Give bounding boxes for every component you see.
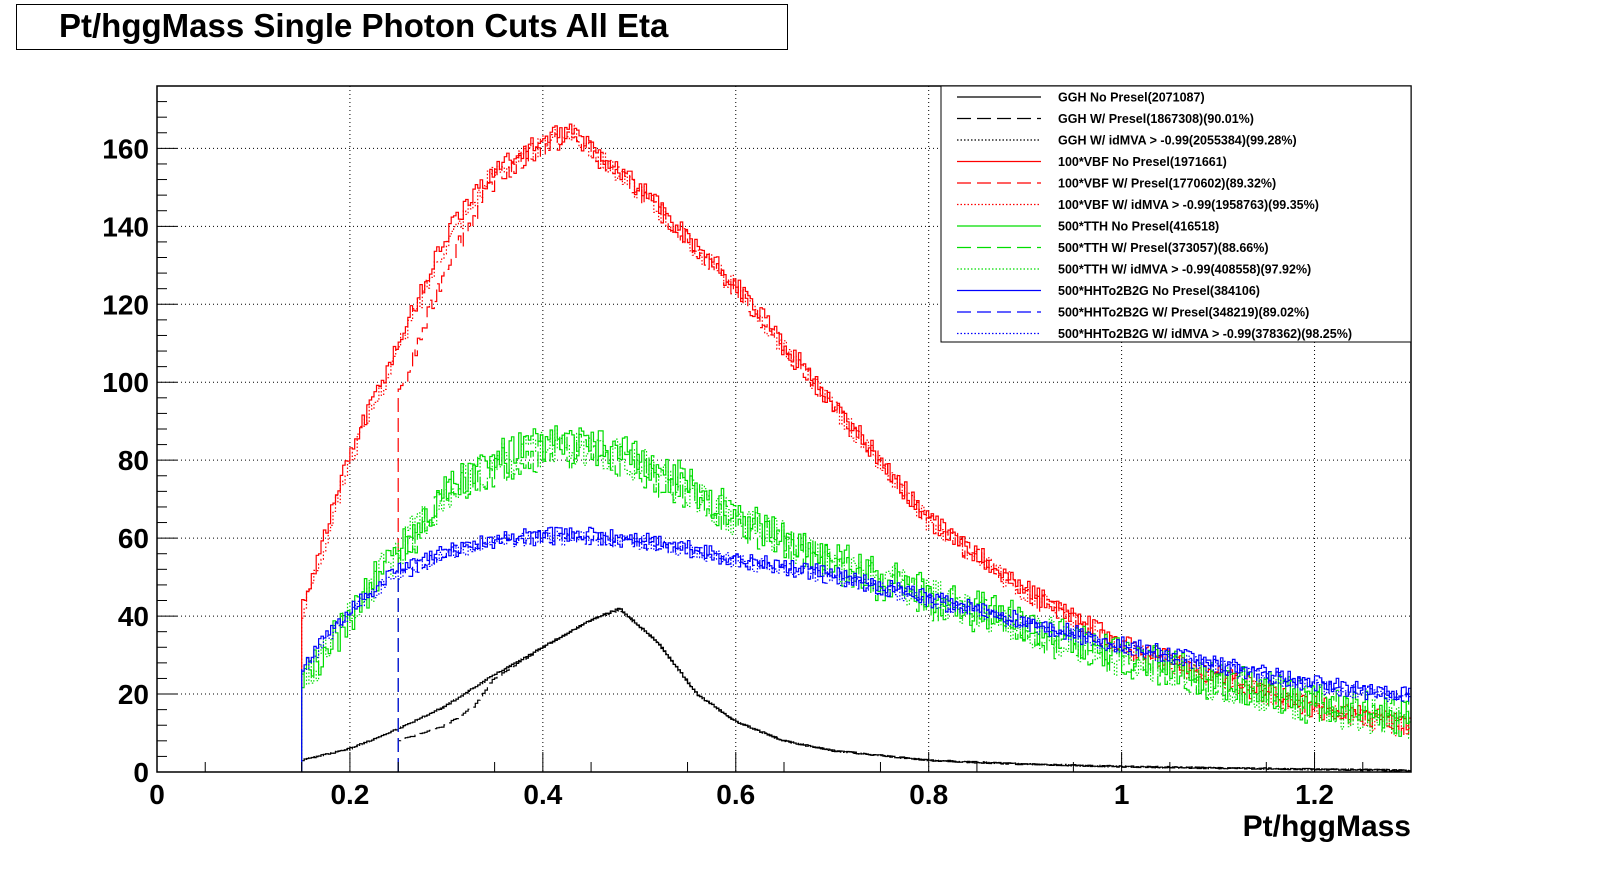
y-tick-label: 80 (118, 445, 149, 476)
legend-entry: 500*TTH No Presel(416518) (1058, 220, 1219, 234)
legend-entry: 100*VBF W/ Presel(1770602)(89.32%) (1058, 177, 1276, 191)
axis-tick-labels: 0 0.2 0.4 0.6 0.8 1 1.2 0 20 40 60 80 100 120 140 160 (102, 133, 1334, 810)
series-line (301, 608, 1411, 772)
chart-title: Pt/hggMass Single Photon Cuts All Eta (59, 7, 669, 44)
legend-entry: 100*VBF No Presel(1971661) (1058, 155, 1227, 169)
x-tick-label: 0 (149, 779, 165, 810)
y-tick-label: 160 (102, 133, 149, 164)
y-tick-label: 40 (118, 601, 149, 632)
y-tick-label: 0 (133, 757, 149, 788)
legend-entry: GGH W/ Presel(1867308)(90.01%) (1058, 112, 1254, 126)
chart-title-box: Pt/hggMass Single Photon Cuts All Eta (16, 4, 788, 50)
legend-entry: GGH No Presel(2071087) (1058, 91, 1205, 105)
legend-entry: 500*TTH W/ idMVA > -0.99(408558)(97.92%) (1058, 263, 1311, 277)
x-tick-label: 0.6 (716, 779, 755, 810)
legend-entry: GGH W/ idMVA > -0.99(2055384)(99.28%) (1058, 134, 1297, 148)
x-tick-label: 0.4 (523, 779, 562, 810)
legend-entry: 100*VBF W/ idMVA > -0.99(1958763)(99.35%… (1058, 198, 1319, 212)
legend-box (940, 85, 1412, 343)
series-line (397, 531, 1411, 772)
x-tick-label: 1 (1114, 779, 1130, 810)
x-tick-label: 1.2 (1295, 779, 1334, 810)
series-line (301, 530, 1411, 772)
x-tick-label: 0.2 (330, 779, 369, 810)
series-layer (301, 123, 1411, 772)
x-axis-title: Pt/hggMass (1243, 810, 1411, 843)
series-line (301, 429, 1411, 772)
y-tick-label: 20 (118, 679, 149, 710)
legend-entry: 500*HHTo2B2G W/ Presel(348219)(89.02%) (1058, 306, 1309, 320)
legend-entry: 500*HHTo2B2G No Presel(384106) (1058, 284, 1260, 298)
y-tick-label: 120 (102, 289, 149, 320)
y-tick-label: 100 (102, 367, 149, 398)
y-tick-label: 60 (118, 523, 149, 554)
x-tick-label: 0.8 (909, 779, 948, 810)
y-tick-label: 140 (102, 211, 149, 242)
legend-entry: 500*HHTo2B2G W/ idMVA > -0.99(378362)(98… (1058, 327, 1352, 341)
axis-ticks (156, 101, 1364, 773)
legend: GGH No Presel(2071087) GGH W/ Presel(1867… (940, 85, 1412, 343)
series-line (301, 526, 1411, 772)
legend-entry: 500*TTH W/ Presel(373057)(88.66%) (1058, 241, 1269, 255)
